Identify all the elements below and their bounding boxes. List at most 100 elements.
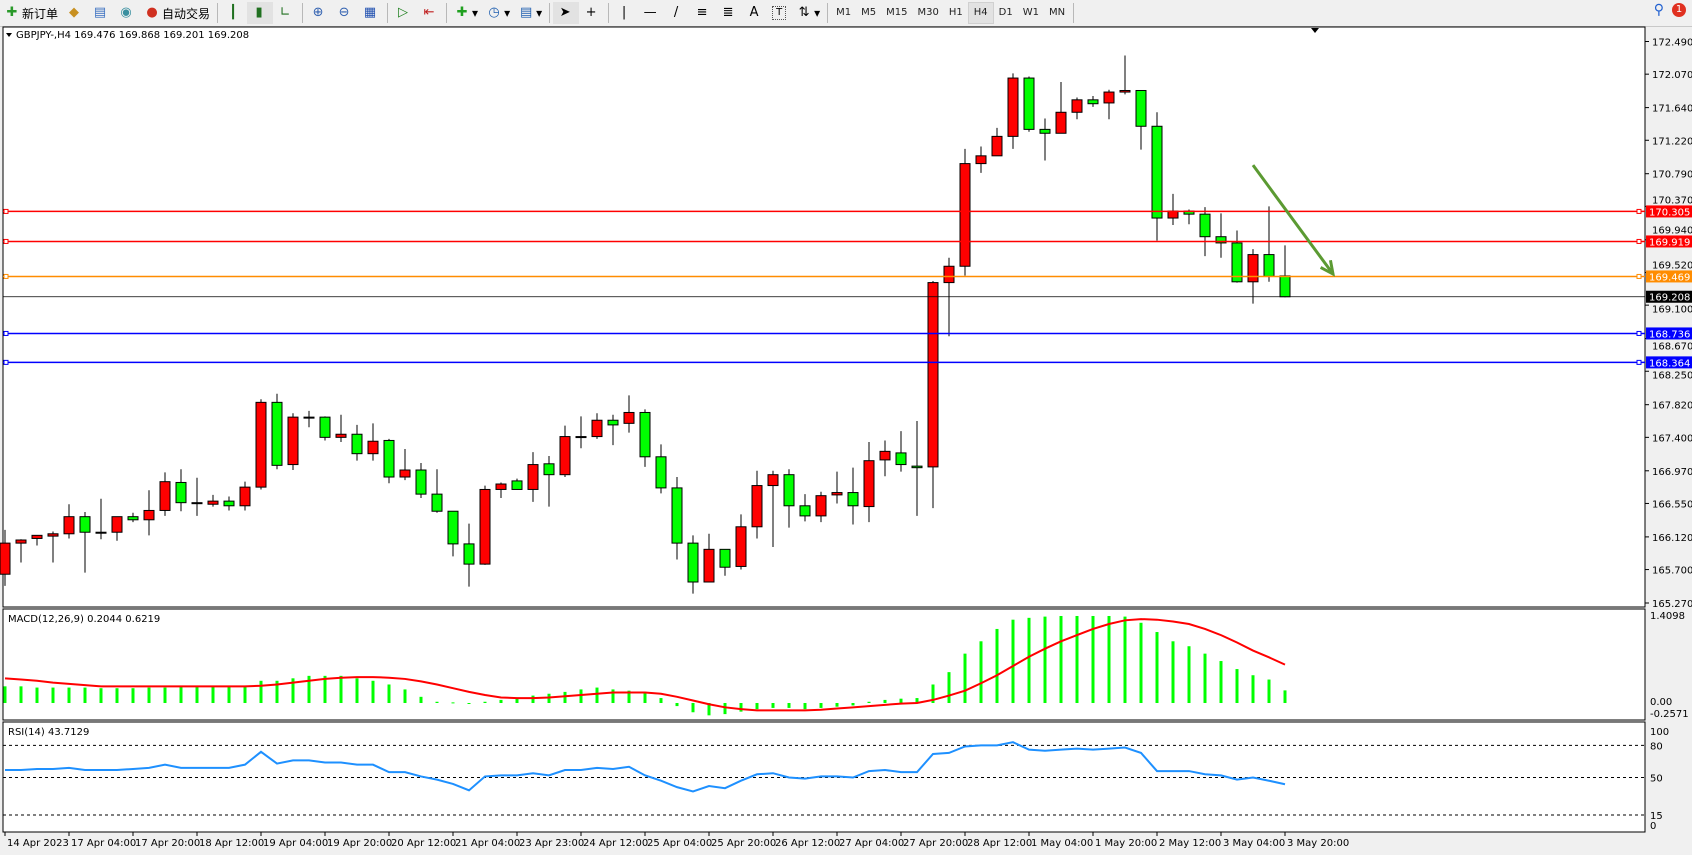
notification-badge[interactable]: 1 xyxy=(1672,3,1686,17)
right-tools: ⚲ 1 xyxy=(1654,2,1686,18)
candle xyxy=(143,490,155,536)
macd-bar xyxy=(627,690,631,703)
fibonacci-fan-button[interactable]: ≣ xyxy=(716,2,742,24)
candle-body xyxy=(63,516,75,535)
timeframe-h4[interactable]: H4 xyxy=(967,2,994,24)
candle xyxy=(847,467,859,525)
candle-body xyxy=(815,495,827,517)
time-tick-label: 20 Apr 12:00 xyxy=(391,838,456,849)
candle xyxy=(479,485,491,565)
history-center-button[interactable]: ◆ xyxy=(62,2,88,24)
timeframe-d1[interactable]: D1 xyxy=(998,7,1013,18)
terminal-button[interactable]: ▤ xyxy=(88,2,114,24)
search-icon[interactable]: ⚲ xyxy=(1653,2,1664,18)
terminal-icon: ▤ xyxy=(93,5,107,20)
line-chart-button[interactable]: ∟ xyxy=(273,2,299,24)
horizontal-line-button[interactable]: — xyxy=(638,2,664,24)
candle xyxy=(671,477,683,560)
timeframe-m30[interactable]: M30 xyxy=(917,7,939,18)
price-tick-label: 167.400 xyxy=(1652,433,1692,444)
vertical-line-button[interactable]: | xyxy=(612,2,638,24)
macd-tick-label: -0.2571 xyxy=(1650,709,1689,720)
candlestick-button[interactable]: ▮ xyxy=(247,2,274,24)
timeframe-m15[interactable]: M15 xyxy=(886,7,908,18)
status-area xyxy=(0,833,1692,855)
zoom-in-button[interactable]: ⊕ xyxy=(306,2,332,24)
new-order-button[interactable]: ✚ 新订单 xyxy=(0,2,62,24)
candle-body xyxy=(495,483,507,490)
tile-windows-button[interactable]: ▦ xyxy=(358,2,384,24)
price-tick-label: 169.100 xyxy=(1652,305,1692,316)
crosshair-button[interactable]: + xyxy=(579,2,605,24)
indicators-button[interactable]: ✚ ▾ xyxy=(450,2,482,24)
candle-body xyxy=(767,474,779,487)
timeframe-m5[interactable]: M5 xyxy=(861,7,877,18)
candle xyxy=(911,421,923,516)
candle-body xyxy=(1119,89,1131,93)
text-button[interactable]: A xyxy=(742,2,768,24)
timeframe-h1[interactable]: H1 xyxy=(948,7,963,18)
candle xyxy=(351,424,363,461)
candle-body xyxy=(47,533,59,537)
fibonacci-button[interactable]: ≡ xyxy=(690,2,716,24)
line-anchor-left xyxy=(3,238,9,244)
arrows-button[interactable]: ⇅ ▾ xyxy=(792,2,824,24)
macd-bar xyxy=(451,702,455,704)
rsi-line xyxy=(5,741,1286,793)
candle xyxy=(719,548,731,576)
macd-bar xyxy=(499,699,503,703)
bar-chart-button[interactable]: ┃ xyxy=(221,2,247,24)
candle-body xyxy=(911,465,923,469)
cursor-button[interactable]: ➤ xyxy=(553,2,580,24)
zoom-out-button[interactable]: ⊖ xyxy=(332,2,358,24)
candle-body xyxy=(431,493,443,512)
candle-body xyxy=(1135,89,1147,127)
candle xyxy=(1023,76,1035,132)
candle-body xyxy=(831,492,843,496)
signals-button[interactable]: ◉ xyxy=(114,2,140,24)
timeframe-mn[interactable]: MN xyxy=(1048,7,1066,18)
time-tick-label: 28 Apr 12:00 xyxy=(967,838,1032,849)
zoom-in-icon: ⊕ xyxy=(312,5,324,20)
candle xyxy=(623,395,635,433)
autoscroll-button[interactable]: ⇤ xyxy=(417,2,443,24)
candle-body xyxy=(783,474,795,507)
macd-bar xyxy=(643,691,647,703)
fibonacci-fan-icon: ≣ xyxy=(722,5,734,20)
candle xyxy=(959,148,971,276)
macd-bar xyxy=(355,678,359,703)
macd-bar xyxy=(467,703,471,704)
auto-trading-button[interactable]: ● 自动交易 xyxy=(140,2,214,24)
trendline-button[interactable]: / xyxy=(664,2,690,24)
tile-windows-icon: ▦ xyxy=(363,5,377,20)
time-tick-label: 25 Apr 04:00 xyxy=(647,838,712,849)
candle xyxy=(63,504,75,539)
macd-bar xyxy=(387,684,391,703)
indicators-icon: ✚ xyxy=(456,5,468,20)
candle-body xyxy=(1247,254,1259,283)
candle-body xyxy=(15,539,27,544)
templates-button[interactable]: ▤ ▾ xyxy=(519,5,543,20)
macd-bar xyxy=(275,680,279,703)
text-label-button[interactable]: T xyxy=(768,2,792,24)
line-anchor-left xyxy=(3,273,9,279)
candle-body xyxy=(639,411,651,458)
periods-button[interactable]: ◷ ▾ xyxy=(482,2,514,24)
current-price-label-bg xyxy=(1646,290,1692,303)
chart-shift-button[interactable]: ▷ xyxy=(391,2,417,24)
macd-bar xyxy=(1043,616,1047,703)
candle-body xyxy=(751,485,763,528)
candle xyxy=(319,416,331,441)
candle-body xyxy=(255,401,267,488)
separator xyxy=(446,3,448,23)
macd-bar xyxy=(227,686,231,703)
macd-bar xyxy=(179,686,183,703)
candle-body xyxy=(607,419,619,426)
macd-bar xyxy=(595,687,599,703)
timeframe-w1[interactable]: W1 xyxy=(1022,7,1039,18)
candle-body xyxy=(223,500,235,507)
fibonacci-icon: ≡ xyxy=(696,5,708,20)
macd-bar xyxy=(291,678,295,703)
timeframe-m1[interactable]: M1 xyxy=(836,7,852,18)
